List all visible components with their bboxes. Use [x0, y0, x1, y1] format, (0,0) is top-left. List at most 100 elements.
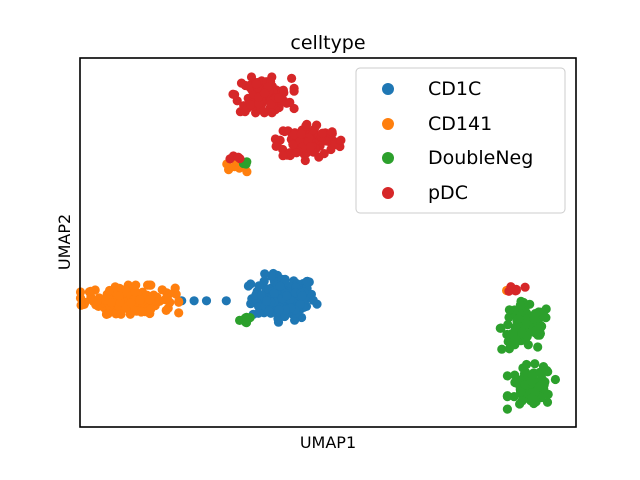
point-pdc: [300, 155, 310, 166]
point-cd141: [146, 280, 156, 290]
point-pdc: [259, 88, 270, 98]
point-cd1c: [308, 295, 318, 305]
point-cd1c: [302, 276, 312, 287]
point-cd141: [135, 295, 145, 305]
point-cd141: [89, 297, 99, 307]
point-pdc: [312, 120, 322, 130]
point-doubleneg: [523, 340, 533, 350]
point-doubleneg: [495, 323, 505, 333]
point-pdc: [287, 73, 297, 83]
point-doubleneg: [516, 387, 526, 397]
point-pdc: [289, 86, 299, 96]
point-doubleneg: [502, 404, 512, 414]
point-doubleneg: [530, 359, 540, 369]
point-doubleneg: [497, 344, 507, 354]
point-cd141: [116, 309, 126, 319]
point-doubleneg: [527, 376, 537, 386]
point-pdc: [296, 129, 306, 139]
point-pdc: [280, 126, 290, 137]
point-pdc: [271, 141, 281, 151]
point-cd141: [106, 298, 116, 308]
legend-marker-pdc: [382, 187, 394, 199]
point-cd141: [131, 280, 141, 290]
plot-area-border: [79, 57, 577, 428]
legend: CD1C CD141 DoubleNeg pDC: [355, 67, 566, 214]
point-doubleneg: [527, 393, 537, 403]
legend-label-cd1c: CD1C: [428, 78, 481, 100]
point-doubleneg: [543, 389, 553, 399]
point-pdc: [270, 134, 280, 144]
point-cd1c: [260, 269, 270, 279]
point-doubleneg: [502, 371, 512, 381]
point-cd1c: [275, 281, 285, 291]
point-pdc: [506, 282, 516, 292]
point-doubleneg: [513, 314, 523, 324]
point-cd141: [174, 308, 184, 318]
point-pdc: [317, 128, 327, 138]
point-pdc: [236, 78, 247, 88]
point-doubleneg: [241, 159, 251, 169]
point-pdc: [266, 99, 276, 109]
point-pdc: [274, 93, 284, 103]
point-pdc: [291, 148, 302, 158]
point-doubleneg: [533, 342, 543, 352]
point-cd1c: [254, 302, 264, 312]
point-cd141: [161, 294, 171, 304]
legend-frame: [355, 67, 566, 214]
point-doubleneg: [538, 362, 549, 372]
point-cd141: [103, 309, 113, 319]
point-cd141: [130, 287, 140, 297]
chart-title: celltype: [290, 32, 365, 54]
points-layer: [75, 72, 561, 414]
point-doubleneg: [541, 313, 551, 323]
point-cd141: [174, 296, 184, 307]
legend-label-cd141: CD141: [428, 113, 492, 135]
point-pdc: [319, 149, 329, 159]
point-pdc: [326, 144, 336, 155]
point-cd1c: [269, 288, 279, 298]
legend-label-pdc: pDC: [428, 182, 468, 204]
point-cd1c: [297, 291, 307, 301]
point-cd1c: [282, 291, 292, 301]
point-pdc: [225, 154, 235, 164]
x-axis-label: UMAP1: [300, 433, 356, 452]
point-pdc: [336, 135, 346, 145]
y-axis-label: UMAP2: [55, 214, 74, 270]
point-cd141: [126, 298, 136, 308]
legend-marker-cd141: [382, 118, 394, 130]
point-doubleneg: [534, 382, 545, 392]
point-doubleneg: [550, 374, 561, 385]
point-doubleneg: [241, 317, 251, 327]
point-cd1c: [253, 308, 264, 318]
point-cd141: [136, 307, 146, 317]
point-pdc: [288, 140, 298, 150]
point-doubleneg: [512, 378, 522, 388]
point-cd141: [170, 283, 180, 293]
point-cd141: [146, 304, 156, 314]
point-pdc: [327, 127, 337, 137]
point-cd1c: [201, 296, 212, 306]
point-pdc: [520, 282, 530, 292]
point-doubleneg: [509, 392, 519, 402]
point-doubleneg: [510, 340, 520, 350]
point-pdc: [245, 100, 256, 110]
point-cd141: [110, 282, 120, 292]
point-doubleneg: [504, 305, 514, 315]
point-cd1c: [274, 305, 284, 315]
point-cd141: [86, 286, 96, 296]
point-cd1c: [262, 296, 272, 306]
legend-marker-cd1c: [382, 83, 394, 95]
point-cd1c: [243, 281, 253, 291]
point-doubleneg: [517, 396, 527, 406]
point-doubleneg: [502, 392, 512, 402]
point-doubleneg: [515, 300, 526, 310]
point-pdc: [233, 152, 243, 162]
point-cd141: [114, 291, 124, 301]
point-cd1c: [189, 296, 199, 306]
point-cd1c: [254, 281, 264, 291]
point-doubleneg: [519, 369, 530, 379]
legend-marker-doubleneg: [382, 152, 394, 164]
point-pdc: [267, 108, 277, 118]
point-doubleneg: [522, 331, 532, 341]
